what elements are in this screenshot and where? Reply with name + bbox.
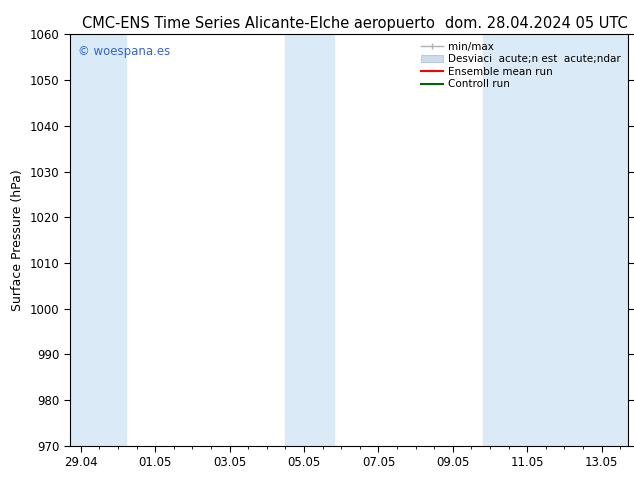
Bar [70, 34, 126, 446]
Bar [482, 34, 628, 446]
Text: dom. 28.04.2024 05 UTC: dom. 28.04.2024 05 UTC [445, 16, 628, 31]
Text: © woespana.es: © woespana.es [78, 45, 171, 58]
Bar [285, 34, 334, 446]
Legend: min/max, Desviaci  acute;n est  acute;ndar, Ensemble mean run, Controll run: min/max, Desviaci acute;n est acute;ndar… [418, 40, 623, 92]
Y-axis label: Surface Pressure (hPa): Surface Pressure (hPa) [11, 169, 24, 311]
Text: CMC-ENS Time Series Alicante-Elche aeropuerto: CMC-ENS Time Series Alicante-Elche aerop… [82, 16, 436, 31]
